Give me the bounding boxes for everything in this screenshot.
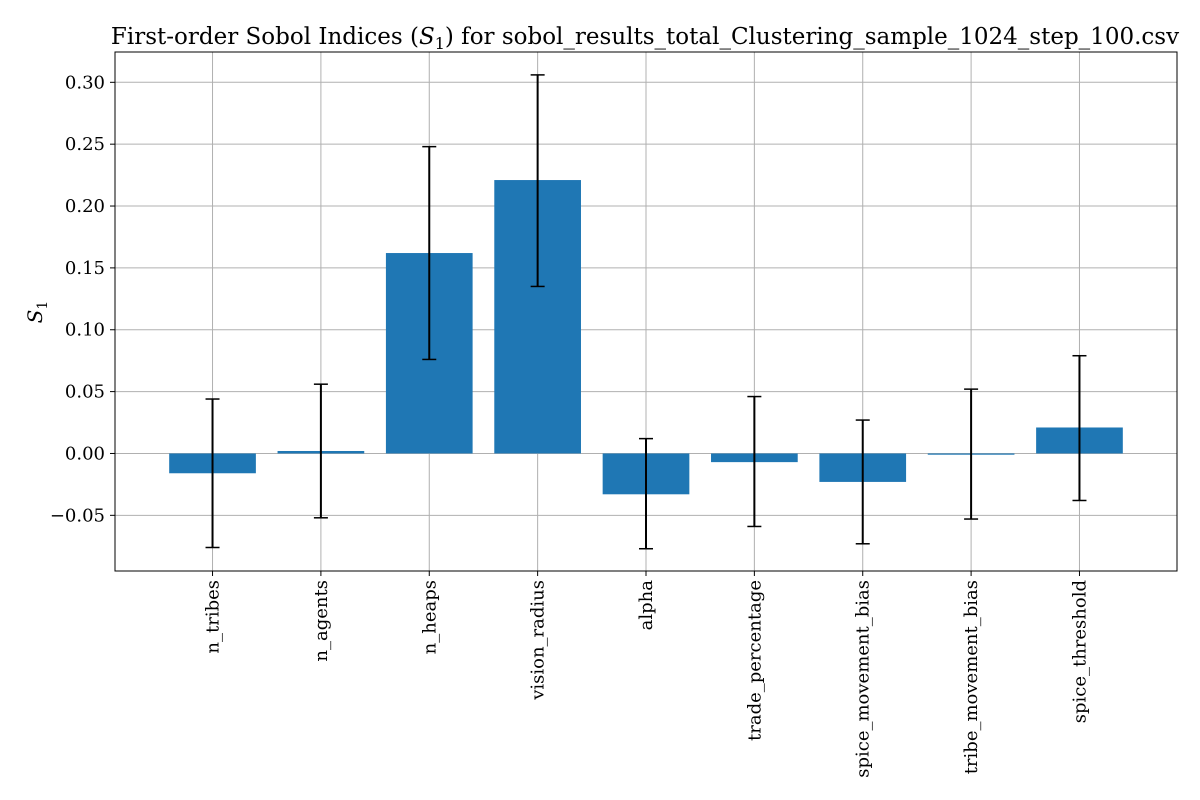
title-subscript: 1 — [435, 34, 445, 53]
ylabel-symbol: S — [23, 310, 47, 324]
x-tick-label: spice_threshold — [1069, 580, 1090, 723]
ylabel-subscript: 1 — [35, 301, 51, 310]
y-tick-label: 0.25 — [65, 134, 105, 155]
y-tick-label: 0.10 — [65, 320, 105, 341]
x-tick-label: n_agents — [311, 580, 332, 662]
x-ticks: n_tribes n_agents n_heaps vision_radius alph… — [203, 571, 1090, 778]
x-tick-label: n_heaps — [419, 580, 440, 654]
title-symbol: S — [419, 24, 435, 50]
x-tick-label: vision_radius — [528, 580, 549, 701]
x-tick-label: tribe_movement_bias — [961, 580, 982, 774]
y-tick-label: 0.05 — [65, 382, 105, 403]
title-text-end: ) for sobol_results_total_Clustering_sam… — [445, 24, 1179, 50]
error-bars — [205, 74, 1087, 550]
y-axis-label: S1 — [23, 301, 51, 324]
y-ticks: −0.05 0.00 0.05 0.10 0.15 0.20 0.25 0.30 — [50, 72, 115, 526]
x-tick-label: trade_percentage — [744, 580, 765, 741]
y-tick-label: 0.20 — [65, 196, 105, 217]
y-tick-label: 0.00 — [65, 443, 105, 464]
x-tick-label: spice_movement_bias — [853, 580, 874, 778]
y-tick-label: −0.05 — [50, 505, 105, 526]
x-tick-label: n_tribes — [203, 580, 224, 654]
chart-title: First-order Sobol Indices (S1) for sobol… — [111, 24, 1179, 53]
y-tick-label: 0.30 — [65, 72, 105, 93]
x-tick-label: alpha — [636, 580, 657, 631]
title-text-start: First-order Sobol Indices ( — [111, 24, 419, 50]
y-tick-label: 0.15 — [65, 258, 105, 279]
